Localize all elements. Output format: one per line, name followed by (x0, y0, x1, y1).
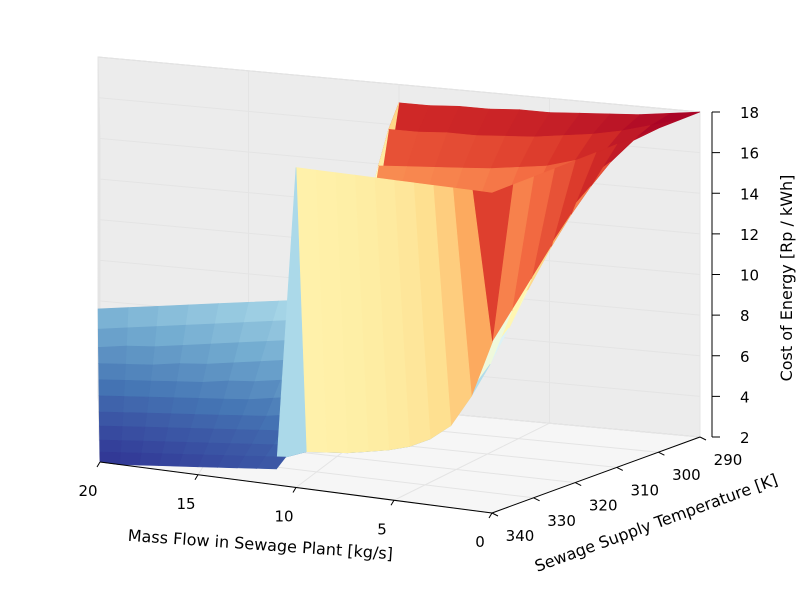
surface-patch (99, 425, 123, 441)
y-tick (616, 466, 624, 471)
z-tick-label: 6 (740, 348, 750, 366)
surface-patch (142, 426, 169, 443)
surface-patch (148, 380, 177, 399)
surface-patch (186, 427, 214, 444)
y-axis-line (491, 436, 701, 514)
y-tick-label: 320 (589, 497, 618, 515)
surface-patch (125, 345, 155, 366)
z-tick-label: 14 (740, 185, 759, 203)
surface-patch (144, 412, 171, 429)
surface-patch (126, 305, 159, 329)
surface-patch (126, 326, 157, 348)
surface-patch (99, 439, 122, 453)
surface-patch (164, 427, 191, 443)
surface-patch (140, 440, 166, 455)
surface-patch (98, 411, 124, 427)
x-tick-label: 10 (274, 508, 293, 526)
surface-patch (123, 379, 151, 398)
z-tick-label: 10 (740, 267, 759, 285)
surface-patch (198, 380, 229, 400)
y-tick-label: 340 (506, 527, 535, 545)
surface-patch (154, 324, 186, 348)
x-tick-label: 5 (377, 520, 387, 538)
x-axis-title: Mass Flow in Sewage Plant [kg/s] (127, 526, 393, 563)
surface-patch (155, 304, 189, 327)
x-tick (390, 499, 395, 506)
y-tick (491, 512, 499, 517)
surface-patch (138, 452, 163, 466)
y-tick (533, 497, 540, 502)
z-tick-label: 18 (740, 104, 759, 122)
surface-patch (97, 307, 129, 330)
surface-patch (98, 379, 126, 397)
surface-patch (206, 342, 239, 365)
z-tick-label: 8 (740, 307, 750, 325)
y-tick-label: 300 (672, 466, 701, 484)
surface-patch (158, 453, 183, 467)
surface-patch (124, 363, 153, 382)
x-tick-label: 15 (176, 495, 195, 513)
surface-patch (194, 397, 224, 416)
surface-patch (182, 323, 215, 346)
surface-patch (179, 343, 211, 365)
z-tick-label: 12 (740, 226, 759, 244)
surface-patch (243, 300, 280, 323)
z-axis-title: Cost of Energy [Rp / kWh] (777, 175, 796, 382)
surface-patch (146, 396, 174, 415)
surface-patch (176, 363, 207, 383)
surface-patch (122, 396, 150, 414)
surface-patch (167, 413, 195, 429)
x-tick (194, 474, 199, 481)
surface-patch (170, 397, 199, 415)
x-tick (488, 512, 493, 519)
x-tick (96, 461, 101, 468)
surface-patch (190, 414, 219, 430)
surface-patch (214, 301, 249, 325)
x-tick-label: 20 (78, 482, 97, 500)
surface-patch (119, 452, 142, 466)
y-tick-label: 330 (547, 512, 576, 530)
surface-patch (98, 395, 125, 413)
y-tick (658, 451, 665, 456)
surface-plot (97, 102, 701, 470)
z-tick-label: 4 (740, 388, 750, 406)
tick-labels: 20 15 10 5 0 340 330 320 310 300 290 2 4 6 8 10 12 14 16 18 (78, 104, 759, 551)
z-tick-label: 2 (740, 429, 750, 447)
y-tick (574, 482, 582, 487)
surface-patch (98, 363, 126, 381)
z-gridline (97, 56, 701, 143)
surface-patch (120, 440, 144, 454)
y-tick-label: 290 (714, 451, 743, 469)
surface-patch (152, 345, 183, 366)
surface-patch (173, 381, 203, 399)
x-tick (292, 487, 297, 493)
x-tick-label: 0 (475, 533, 485, 551)
surface-patch (202, 362, 234, 383)
surface-patch (121, 412, 148, 428)
surface-patch (210, 322, 244, 345)
surface-patch (97, 327, 128, 348)
surface-patch (161, 441, 187, 455)
y-tick (699, 436, 707, 441)
surface-patch (185, 303, 219, 326)
surface-patch (150, 363, 180, 382)
z-tick-label: 16 (740, 145, 759, 163)
surface-patch (120, 426, 146, 442)
y-tick-label: 310 (630, 481, 659, 499)
surface-patch (98, 345, 127, 365)
